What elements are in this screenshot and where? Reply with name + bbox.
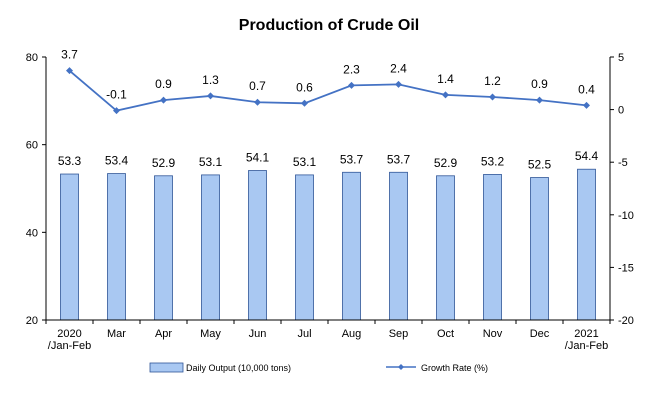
right-axis-tick-label: -10 [618,210,634,222]
growth-rate-point [583,101,590,109]
labels-layer: 53.3 53.4 52.9 53.1 54.1 53.1 53.7 53.7 52.9 53.2… [58,48,599,172]
bar [389,171,408,321]
growth-rate-label: 1.2 [484,74,501,88]
growth-rate-label: 2.3 [343,62,360,76]
growth-rate-point [442,91,449,99]
line-layer [66,67,590,115]
bar [436,175,455,321]
growth-rate-line [68,69,587,112]
bars-layer [60,168,596,321]
x-axis-tick-label: 2020 [57,328,81,340]
bar-value-label: 54.1 [246,151,270,165]
x-axis-tick-label: Apr [155,328,172,340]
x-axis-tick-label: /Jan-Feb [48,340,91,352]
growth-rate-label: 1.3 [202,73,219,87]
bar-value-label: 53.7 [387,152,411,166]
growth-rate-label: 0.7 [249,79,266,93]
legend-bar-label: Daily Output (10,000 tons) [186,363,291,373]
legend-bar-swatch [149,362,184,373]
right-axis-tick-label: -5 [618,157,628,169]
growth-rate-point [348,81,355,89]
growth-rate-point [207,92,214,100]
growth-rate-label: 0.9 [155,77,172,91]
bar [154,175,173,321]
bar [248,170,267,321]
bar-value-label: 52.5 [528,158,552,172]
x-axis-tick-label: Aug [342,328,362,340]
bar [483,174,502,321]
bar [201,174,220,321]
legend-line-marker [398,364,404,370]
growth-rate-point [395,80,402,88]
left-axis-tick-label: 60 [26,140,38,152]
x-axis-tick-label: /Jan-Feb [565,340,608,352]
bar [107,173,126,321]
growth-rate-point [536,96,543,104]
bar [60,173,79,321]
growth-rate-label: 0.6 [296,80,313,94]
bar-value-label: 53.4 [105,154,129,168]
growth-rate-point [301,99,308,107]
bar-value-label: 52.9 [434,156,458,170]
right-axis-tick-label: 0 [618,105,624,117]
x-axis-tick-label: Sep [389,328,409,340]
bar [295,174,314,321]
bar-value-label: 54.4 [575,149,599,163]
bar-value-label: 53.1 [293,155,317,169]
right-axis-tick-label: 5 [618,52,624,64]
growth-rate-point [66,67,73,75]
bar [530,177,549,321]
right-axis-tick-label: -15 [618,262,634,274]
legend: Daily Output (10,000 tons) Growth Rate (… [149,362,488,373]
legend-line-label: Growth Rate (%) [421,363,488,373]
bar [342,171,361,321]
growth-rate-label: 3.7 [61,48,78,62]
left-axis-tick-label: 80 [26,52,38,64]
bar-value-label: 52.9 [152,156,176,170]
x-axis-tick-label: Mar [107,328,126,340]
left-axis-tick-label: 20 [26,315,38,327]
x-axis-tick-label: Nov [483,328,503,340]
chart-title: Production of Crude Oil [239,17,419,34]
growth-rate-label: -0.1 [106,88,127,102]
bar [577,168,596,321]
right-axis-tick-label: -20 [618,315,634,327]
x-axis-tick-label: May [200,328,221,340]
bar-value-label: 53.1 [199,155,223,169]
growth-rate-label: 2.4 [390,61,407,75]
growth-rate-point [113,107,120,115]
bar-value-label: 53.3 [58,154,82,168]
growth-rate-point [254,98,261,106]
left-axis-tick-label: 40 [26,227,38,239]
x-axis-tick-label: Oct [437,328,454,340]
growth-rate-label: 1.4 [437,72,454,86]
bar-value-label: 53.2 [481,154,505,168]
growth-rate-point [489,93,496,101]
x-axis-tick-label: Jul [297,328,311,340]
growth-rate-label: 0.9 [531,77,548,91]
bar-value-label: 53.7 [340,152,364,166]
x-axis-tick-label: Jun [249,328,267,340]
x-axis-tick-label: Dec [530,328,550,340]
x-axis-tick-label: 2021 [574,328,598,340]
axes-layer: 20 40 60 80 -20 -15 -10 -5 0 5 2020/Jan-Feb Mar Apr M… [26,52,634,352]
growth-rate-label: 0.4 [578,82,595,96]
growth-rate-point [160,96,167,104]
